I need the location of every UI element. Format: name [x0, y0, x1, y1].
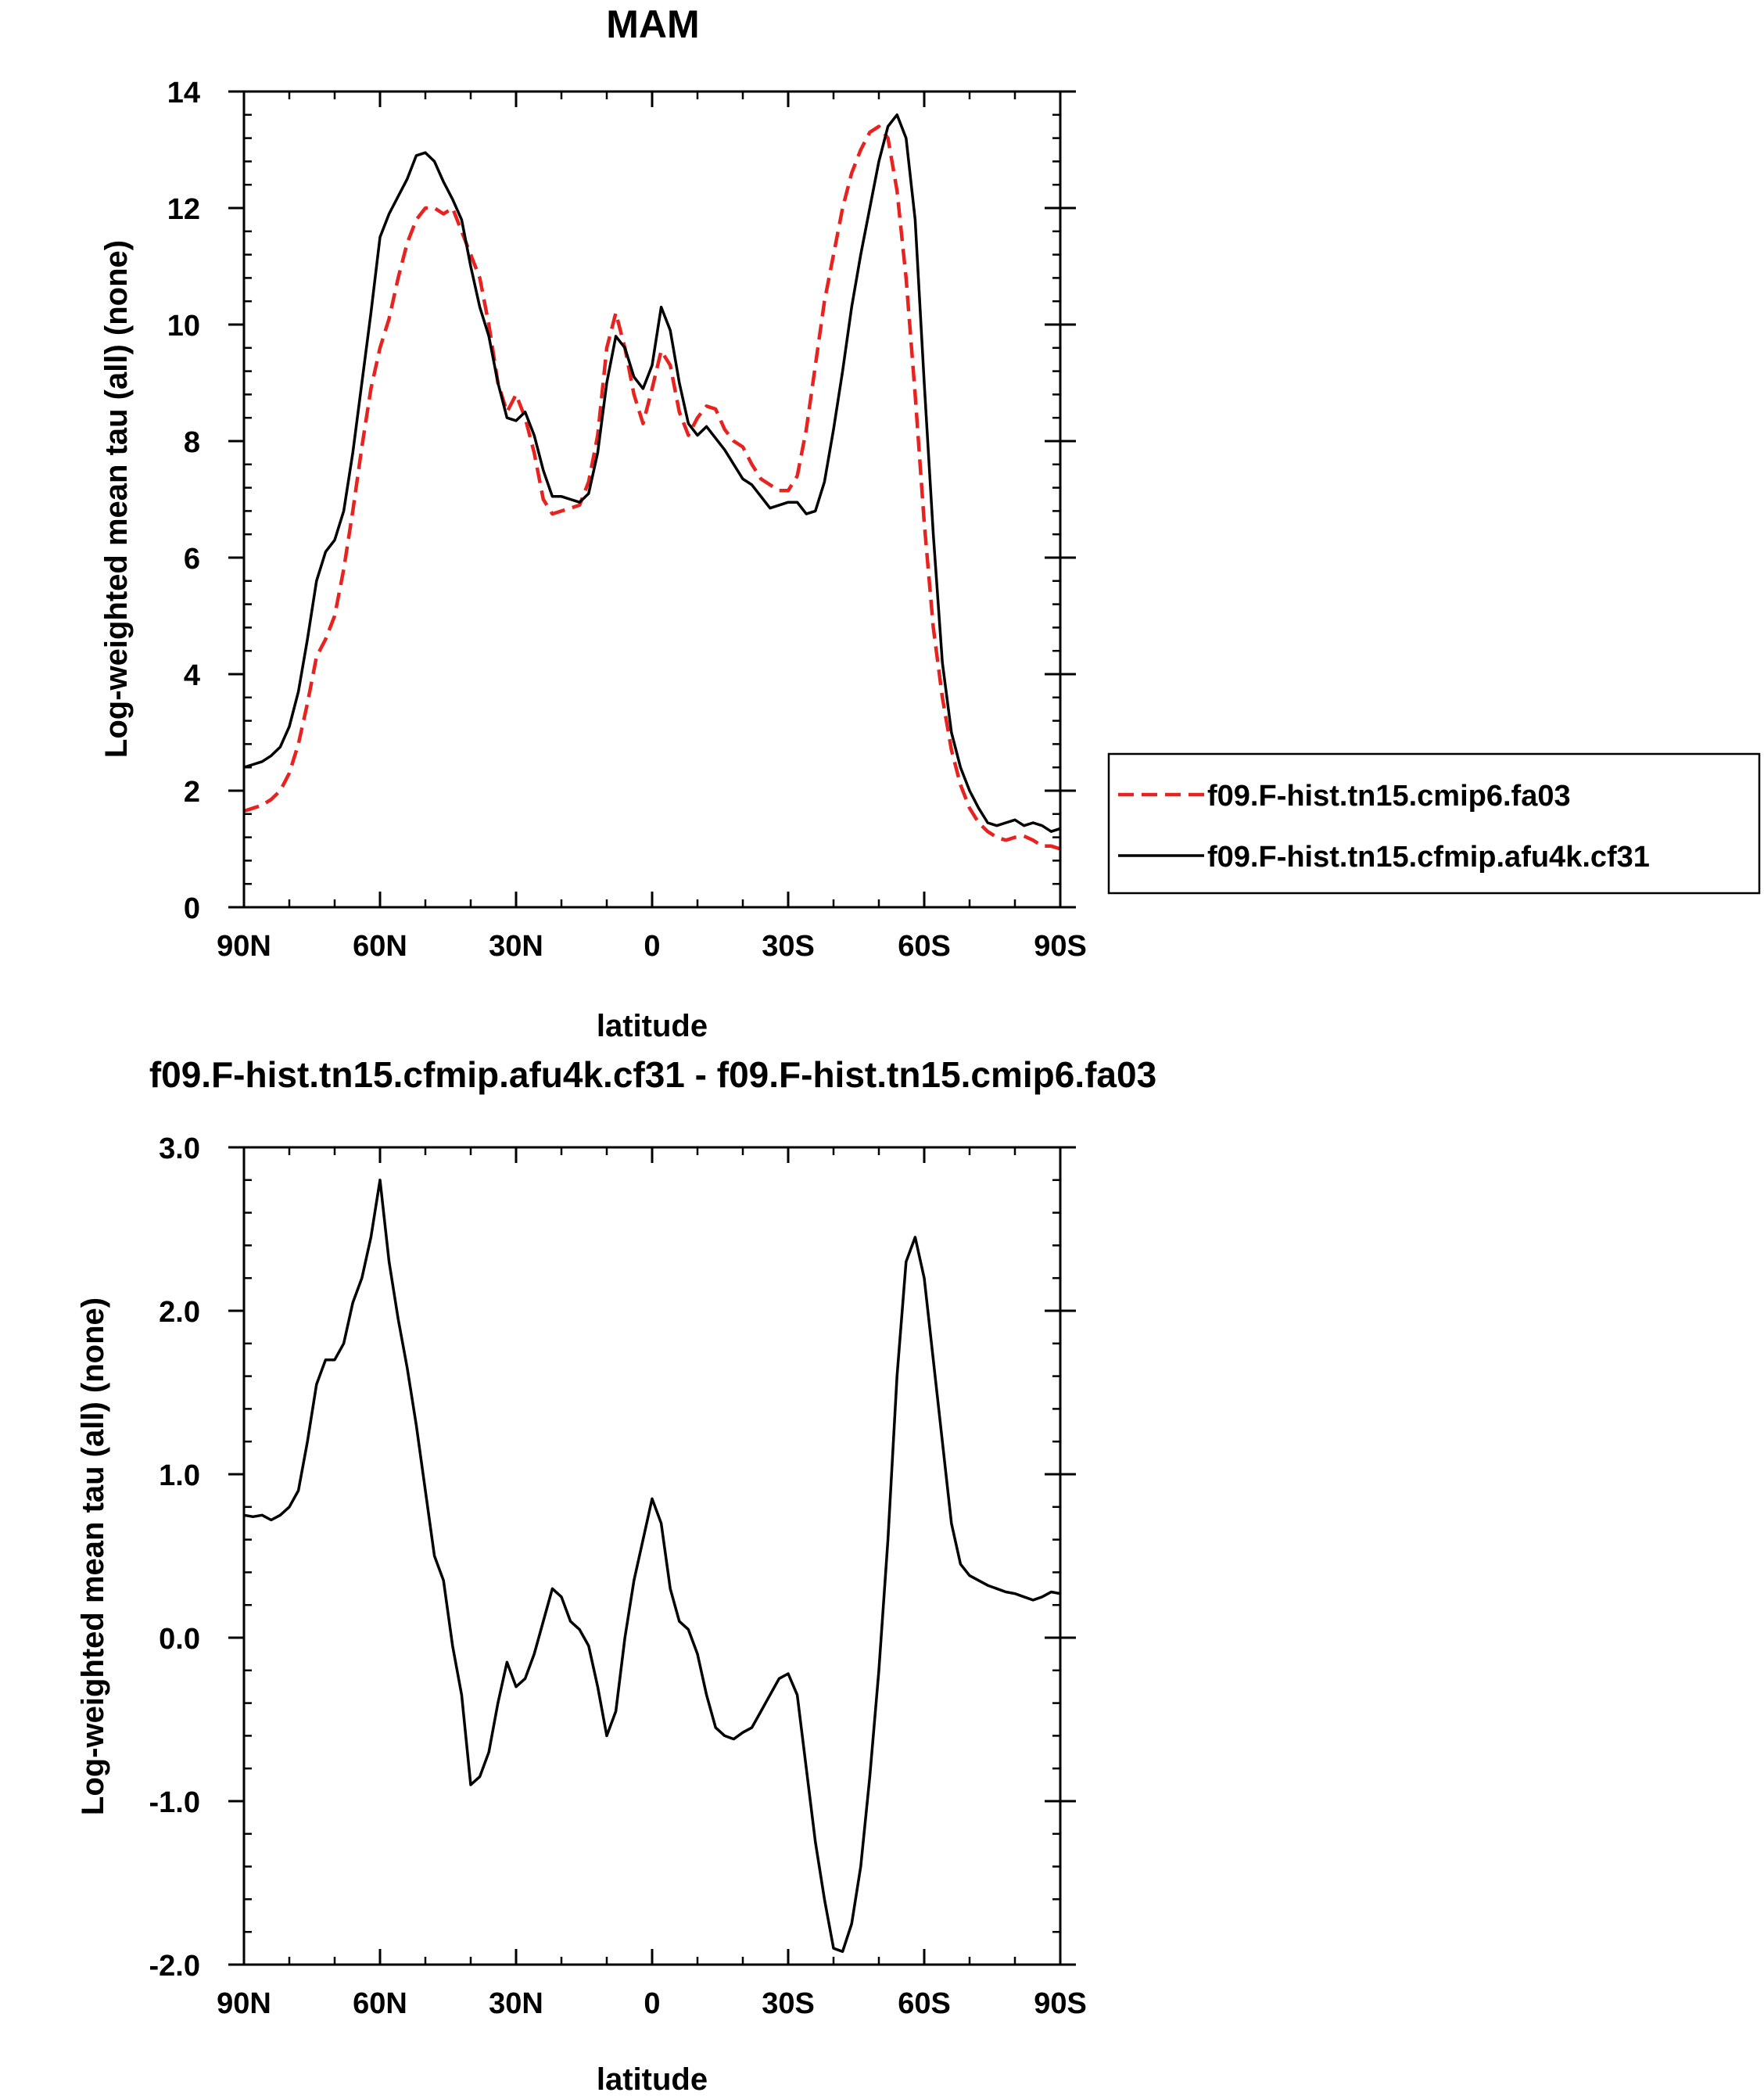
- top-y-tick-label: 14: [167, 77, 200, 109]
- top-y-tick-label: 12: [167, 193, 200, 226]
- bottom-x-tick-label: 60S: [898, 1987, 951, 2020]
- top-series-line-1: [243, 124, 1061, 851]
- bottom-ticks-group: [228, 1146, 1076, 1966]
- bottom-x-tick-label: 30N: [489, 1987, 543, 2020]
- legend-label-cfmip: f09.F-hist.tn15.cfmip.afu4k.cf31: [1207, 841, 1650, 874]
- bottom-y-tick-label: -1.0: [149, 1786, 200, 1819]
- top-ticks-group: [228, 90, 1076, 909]
- top-x-tick-label: 90N: [217, 930, 271, 963]
- bottom-series-group: [243, 1179, 1061, 1954]
- bottom-chart-title: f09.F-hist.tn15.cfmip.afu4k.cf31 - f09.F…: [149, 1054, 1156, 1095]
- top-x-tick-label: 30N: [489, 930, 543, 963]
- bottom-tick-labels-group: 90N 60N 30N 0 30S 60S 90S -2.0 -1.0 0.0 1.0 2.0 3.0: [149, 1132, 1087, 2020]
- bottom-y-tick-label: 3.0: [159, 1132, 200, 1165]
- top-y-tick-label: 2: [184, 776, 200, 809]
- top-chart-title: MAM: [606, 2, 699, 46]
- top-y-tick-label: 4: [184, 659, 200, 692]
- top-series-line-2: [243, 113, 1061, 833]
- bottom-y-axis-label: Log-weighted mean tau (all) (none): [76, 1297, 110, 1815]
- bottom-y-tick-label: 0.0: [159, 1623, 200, 1656]
- top-x-tick-label: 30S: [762, 930, 815, 963]
- top-y-axis-label: Log-weighted mean tau (all) (none): [99, 240, 134, 758]
- legend-box: [1107, 752, 1761, 895]
- top-y-tick-label: 8: [184, 426, 200, 459]
- top-panel: MAM 90N 60N 30N 0 30S 60S 90S 0 2 4 6 8 10 12 14 latit…: [99, 2, 1761, 1043]
- bottom-x-tick-label: 30S: [762, 1987, 815, 2020]
- legend: f09.F-hist.tn15.cmip6.fa03 f09.F-hist.tn…: [1107, 752, 1761, 895]
- top-x-tick-label: 90S: [1034, 930, 1087, 963]
- top-y-tick-label: 6: [184, 543, 200, 576]
- top-x-tick-label: 60N: [353, 930, 407, 963]
- top-series-group: [243, 113, 1061, 851]
- bottom-x-tick-label: 90N: [217, 1987, 271, 2020]
- top-x-tick-label: 0: [644, 930, 660, 963]
- bottom-y-tick-label: -2.0: [149, 1950, 200, 1983]
- bottom-x-tick-label: 60N: [353, 1987, 407, 2020]
- top-x-axis-label: latitude: [597, 1009, 708, 1043]
- bottom-x-tick-label: 90S: [1034, 1987, 1087, 2020]
- bottom-x-tick-label: 0: [644, 1987, 660, 2020]
- top-x-tick-label: 60S: [898, 930, 951, 963]
- top-tick-labels-group: 90N 60N 30N 0 30S 60S 90S 0 2 4 6 8 10 12 14: [167, 77, 1087, 963]
- bottom-series-line-1: [243, 1179, 1061, 1954]
- top-y-tick-label: 0: [184, 892, 200, 925]
- bottom-y-tick-label: 1.0: [159, 1459, 200, 1492]
- legend-label-cmip6: f09.F-hist.tn15.cmip6.fa03: [1207, 780, 1571, 813]
- top-y-tick-label: 10: [167, 310, 200, 343]
- bottom-y-tick-label: 2.0: [159, 1296, 200, 1329]
- bottom-panel: f09.F-hist.tn15.cfmip.afu4k.cf31 - f09.F…: [76, 1054, 1156, 2096]
- bottom-x-axis-label: latitude: [597, 2062, 708, 2096]
